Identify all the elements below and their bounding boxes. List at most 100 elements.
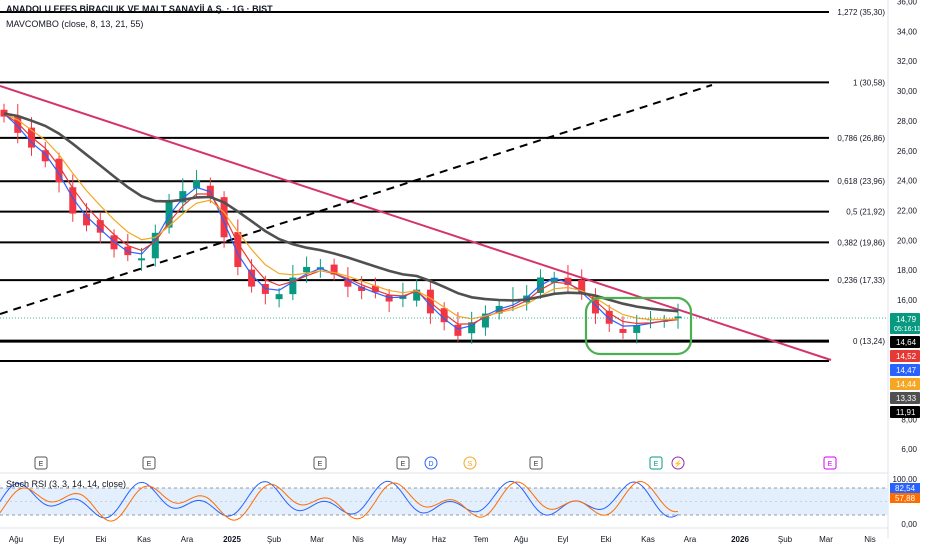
price-badge: [890, 392, 920, 404]
time-tick-label: Nis: [864, 535, 876, 544]
price-tick-label: 26,00: [897, 147, 918, 156]
event-marker-icon: ⚡: [674, 459, 683, 468]
event-marker[interactable]: [424, 456, 438, 470]
event-marker-icon: E: [39, 461, 44, 468]
candle-body: [55, 158, 63, 183]
candle-body: [619, 328, 627, 333]
price-badge-value: 14,47: [896, 366, 917, 375]
time-axis[interactable]: Ağu Eyl Eki Kas Ara 2025 Şub Mar Nis May Haz Tem Ağu…: [9, 535, 876, 544]
candle-body: [564, 277, 572, 286]
time-tick-label: May: [391, 535, 406, 544]
candle-body: [14, 116, 22, 133]
event-marker[interactable]: [671, 456, 685, 470]
candle-body: [550, 277, 558, 283]
candle-body: [330, 264, 338, 275]
candle-body: [69, 187, 77, 214]
fib-level-label: 1,272 (35,30): [837, 8, 885, 17]
event-marker[interactable]: [34, 456, 48, 470]
fib-level-label: 0,618 (23,96): [837, 177, 885, 186]
candle-body: [151, 232, 159, 259]
price-badge-value: 14,64: [896, 338, 917, 347]
time-tick-label: Ağu: [9, 535, 23, 544]
time-tick-label: 2026: [731, 535, 749, 544]
time-tick-label: Kas: [137, 535, 151, 544]
highlight-shape[interactable]: [0, 296, 888, 356]
symbol-title[interactable]: ANADOLU EFES BİRACILIK VE MALT SANAYİİ A…: [6, 4, 273, 14]
trend-lines[interactable]: [0, 84, 832, 361]
time-tick-label: Eki: [95, 535, 106, 544]
price-badge: [890, 350, 920, 362]
price-badge: [890, 336, 920, 348]
candle-body: [138, 258, 146, 261]
candle-body: [165, 199, 173, 228]
stoch-value-text: 82,54: [895, 484, 916, 493]
event-marker[interactable]: [313, 456, 327, 470]
candle-body: [413, 289, 421, 301]
time-tick-label: Şub: [778, 535, 793, 544]
price-tick-label: 18,00: [897, 266, 918, 275]
price-badge-value: 14,44: [896, 380, 917, 389]
event-markers[interactable]: E E E E D S E E ⚡ E: [34, 456, 837, 470]
price-badge: [890, 378, 920, 390]
candle-body: [193, 180, 201, 189]
candle-body: [124, 246, 132, 256]
time-tick-label: Nis: [352, 535, 364, 544]
candle-body: [344, 279, 352, 287]
fib-level-label: 1 (30,58): [853, 78, 885, 87]
price-badge-value: 11,91: [896, 408, 916, 417]
event-marker-icon: E: [828, 461, 833, 468]
event-marker-icon: E: [654, 461, 659, 468]
stoch-value-badge: [890, 493, 920, 503]
event-marker[interactable]: [823, 456, 837, 470]
ema-13-line: [3, 113, 679, 325]
time-tick-label: Ara: [684, 535, 697, 544]
candle-body: [385, 294, 393, 302]
fibonacci-levels[interactable]: 1,272 (35,30) 1 (30,58) 0,786 (26,86) 0,618…: [0, 8, 885, 362]
stoch-value-badge: [890, 483, 920, 493]
price-tick-label: 32,00: [897, 57, 918, 66]
time-tick-label: Kas: [641, 535, 655, 544]
event-marker[interactable]: [142, 456, 156, 470]
price-badge-value: 13,33: [896, 394, 917, 403]
time-tick-label: Tem: [473, 535, 488, 544]
price-tick-label: 34,00: [897, 27, 918, 36]
price-axis[interactable]: [0, 0, 889, 538]
stoch-band: [0, 488, 888, 515]
candle-body: [371, 285, 379, 293]
time-tick-label: Eki: [600, 535, 611, 544]
price-badge: [890, 406, 920, 418]
event-marker[interactable]: [529, 456, 543, 470]
candle-body: [605, 310, 613, 324]
descending-trend-line[interactable]: [0, 85, 832, 361]
event-marker-icon: E: [401, 461, 406, 468]
event-marker[interactable]: [396, 456, 410, 470]
event-marker-icon: D: [428, 461, 433, 468]
event-marker-icon: E: [534, 461, 539, 468]
candle-body: [96, 220, 104, 233]
price-badge-countdown: 05:16:11: [894, 326, 921, 333]
indicator-label[interactable]: MAVCOMBO (close, 8, 13, 21, 55): [6, 19, 144, 29]
time-tick-label: Mar: [310, 535, 324, 544]
consolidation-highlight[interactable]: [584, 296, 693, 356]
candle-body: [83, 213, 91, 226]
dashed-trend-line[interactable]: [0, 84, 713, 315]
event-marker[interactable]: [463, 456, 477, 470]
time-tick-label: Eyl: [53, 535, 64, 544]
candle-body: [633, 325, 641, 333]
price-badge-value: 14,79: [896, 315, 917, 324]
price-tick-label: 8,00: [901, 415, 917, 424]
price-badge: [890, 364, 920, 376]
candle-body: [179, 191, 187, 203]
stoch-tick-label: 0,00: [901, 520, 917, 529]
fib-level-label: 0,236 (17,33): [837, 276, 885, 285]
stoch-rsi-label[interactable]: Stoch RSI (3, 3, 14, 14, close): [6, 479, 127, 489]
candle-body: [578, 279, 586, 294]
price-tick-label: 6,00: [901, 445, 917, 454]
event-marker-icon: S: [468, 461, 473, 468]
event-marker[interactable]: [649, 456, 663, 470]
ema-55-line: [3, 112, 679, 313]
price-tick-label: 30,00: [897, 87, 918, 96]
